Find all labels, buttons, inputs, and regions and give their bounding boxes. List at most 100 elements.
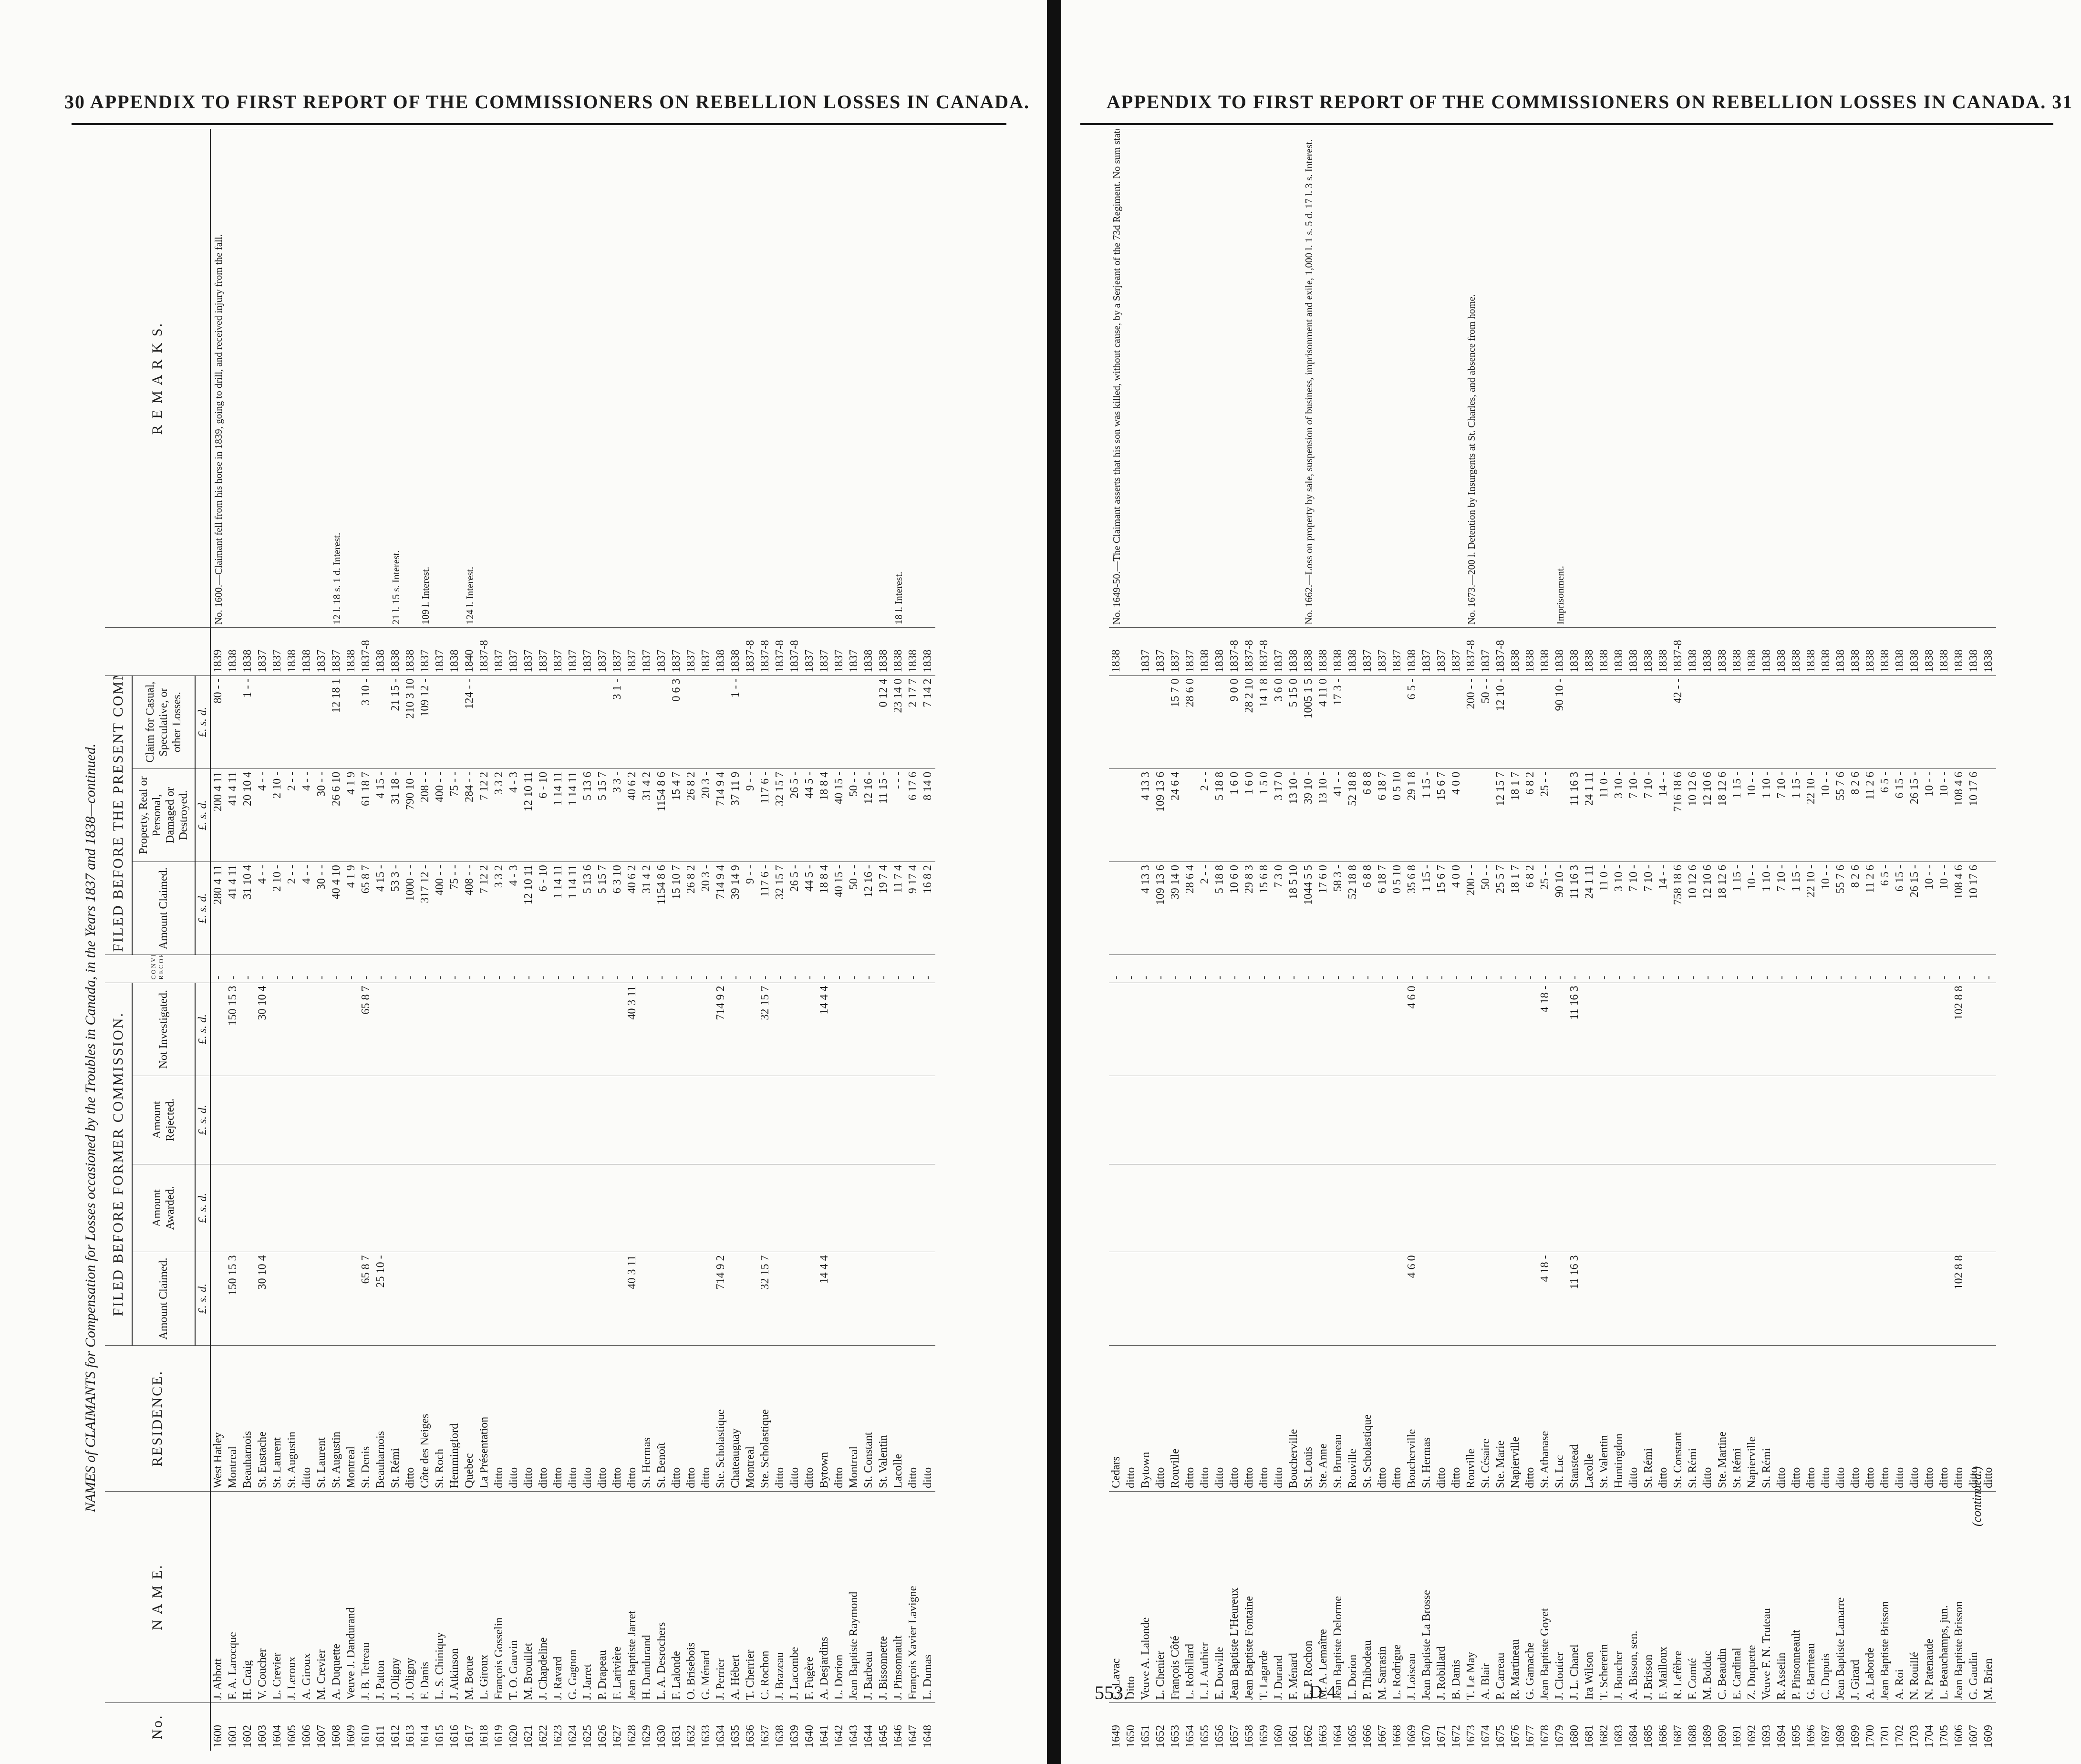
cell-cv: - — [1760, 955, 1774, 983]
cell-pl — [492, 675, 507, 769]
cell-fa — [1553, 1164, 1567, 1252]
cell-fn — [1419, 983, 1434, 1076]
cell-name: Jean Baptiste La Brosse — [1419, 1491, 1434, 1703]
cell-rem — [1405, 129, 1419, 628]
cell-rem — [1715, 129, 1730, 628]
cell-fa — [1863, 1164, 1878, 1252]
cell-pp: 1 15 - — [1789, 768, 1804, 862]
cell-yr: 1837 — [329, 627, 344, 676]
cell-cv: - — [1730, 955, 1745, 983]
cell-pl — [1760, 675, 1774, 769]
cell-pp: 31 4 2 — [640, 768, 654, 862]
cell-rem — [536, 129, 551, 628]
cell-no: 1640 — [802, 1702, 817, 1751]
cell-fa — [861, 1164, 876, 1252]
cell-fr — [714, 1076, 728, 1164]
cell-no: 1677 — [1523, 1702, 1538, 1751]
cell-fn: 4 6 0 — [1405, 983, 1419, 1076]
cell-pc: 20 3 - — [699, 861, 714, 955]
table-row: 1628 Jean Baptiste Jarret ditto 40 3 11 40 3… — [625, 129, 640, 1751]
cell-res: St. Laurent — [314, 1345, 329, 1492]
cell-fr — [684, 1076, 699, 1164]
cell-pl — [477, 675, 492, 769]
units-label: £. s. d. — [195, 675, 210, 769]
cell-fa — [832, 1164, 847, 1252]
cell-cv: - — [1819, 955, 1833, 983]
table-row: 1606 Jean Baptiste Brisson ditto 102 8 8 102… — [1952, 129, 1967, 1751]
cell-yr: 1837 — [817, 627, 832, 676]
cell-fc: 32 15 7 — [758, 1252, 773, 1346]
cell-yr: 1837 — [1139, 627, 1153, 676]
cell-res: ditto — [1922, 1345, 1937, 1492]
cell-no: 1628 — [625, 1702, 640, 1751]
cell-rem — [507, 129, 521, 628]
cell-pp: 31 18 - — [388, 768, 403, 862]
cell-name: F. A. Larocque — [226, 1491, 240, 1703]
cell-yr: 1838 — [1567, 627, 1582, 676]
cell-pp: 18 12 6 — [1715, 768, 1730, 862]
cell-fa — [1597, 1164, 1612, 1252]
cell-res: ditto — [1656, 1345, 1671, 1492]
table-row: 1643 Jean Baptiste Raymond Montreal -50 - -… — [847, 129, 861, 1751]
cell-cv: - — [610, 955, 625, 983]
cell-fc: 102 8 8 — [1952, 1252, 1967, 1346]
cell-pp: 1 6 0 — [1242, 768, 1257, 862]
cell-pp: 4 0 0 — [1449, 768, 1464, 862]
cell-pl: 17 3 - — [1331, 675, 1346, 769]
cell-fa — [1198, 1164, 1212, 1252]
cell-rem — [1774, 129, 1789, 628]
cell-cv: - — [1538, 955, 1553, 983]
cell-name: L. Crevier — [270, 1491, 285, 1703]
table-row: 1646 J. Pinsonnault Lacolle -11 7 4- - -23 … — [891, 129, 906, 1751]
cell-rem — [847, 129, 861, 628]
cell-rem: 109 l. Interest. — [418, 129, 433, 628]
cell-res: ditto — [1153, 1345, 1168, 1492]
cell-rem — [1375, 129, 1390, 628]
cell-pp: 12 10 11 — [521, 768, 536, 862]
cell-cv: - — [388, 955, 403, 983]
cell-name: J. Patton — [373, 1491, 388, 1703]
cell-fr — [1301, 1076, 1316, 1164]
cell-yr: 1838 — [1804, 627, 1819, 676]
units-label: £. s. d. — [195, 1076, 210, 1164]
cell-fc — [1922, 1252, 1937, 1346]
cell-fa — [285, 1164, 300, 1252]
right-table-rotated: 1649 C. Lavac Cedars -1838 No. 1649-50.—The … — [1080, 129, 1996, 1751]
cell-cv: - — [1922, 955, 1937, 983]
cell-fc — [285, 1252, 300, 1346]
cell-no: 1600 — [210, 1702, 226, 1751]
cell-fa — [1139, 1164, 1153, 1252]
cell-name: Jean Baptiste Brisson — [1878, 1491, 1893, 1703]
cell-no: 1649 — [1109, 1702, 1124, 1751]
cell-fa — [787, 1164, 802, 1252]
cell-pl: 109 12 - — [418, 675, 433, 769]
cell-name: François Côté — [1168, 1491, 1183, 1703]
table-caption: NAMES of CLAIMANTS for Compensation for … — [83, 743, 98, 1512]
cell-pp: 6 18 7 — [1375, 768, 1390, 862]
cell-fa — [1375, 1164, 1390, 1252]
cell-fn — [1553, 983, 1567, 1076]
table-row: 1678 Jean Baptiste Goyet St. Athanase 4 18 … — [1538, 129, 1553, 1751]
cell-fn — [1582, 983, 1597, 1076]
cell-name: J. Girard — [1848, 1491, 1863, 1703]
cell-no: 1624 — [566, 1702, 580, 1751]
cell-pc: 75 - - — [447, 861, 462, 955]
cell-fa — [1789, 1164, 1804, 1252]
cell-yr: 1838 — [226, 627, 240, 676]
cell-fc — [1212, 1252, 1227, 1346]
cell-fc — [270, 1252, 285, 1346]
cell-yr: 1837-8 — [1464, 627, 1479, 676]
cell-fr — [359, 1076, 373, 1164]
cell-res: St. Hermas — [1419, 1345, 1434, 1492]
table-row: 1610 J. B. Tetreau St. Denis 65 8 7 65 8 7-6… — [359, 129, 373, 1751]
cell-rem — [1419, 129, 1434, 628]
cell-pl — [226, 675, 240, 769]
cell-yr: 1837 — [433, 627, 447, 676]
cell-fr — [462, 1076, 477, 1164]
cell-rem — [1331, 129, 1346, 628]
cell-fc — [1124, 1252, 1139, 1346]
cell-no: 1664 — [1331, 1702, 1346, 1751]
cell-pp: 20 10 4 — [240, 768, 255, 862]
cell-pp: 40 6 2 — [625, 768, 640, 862]
